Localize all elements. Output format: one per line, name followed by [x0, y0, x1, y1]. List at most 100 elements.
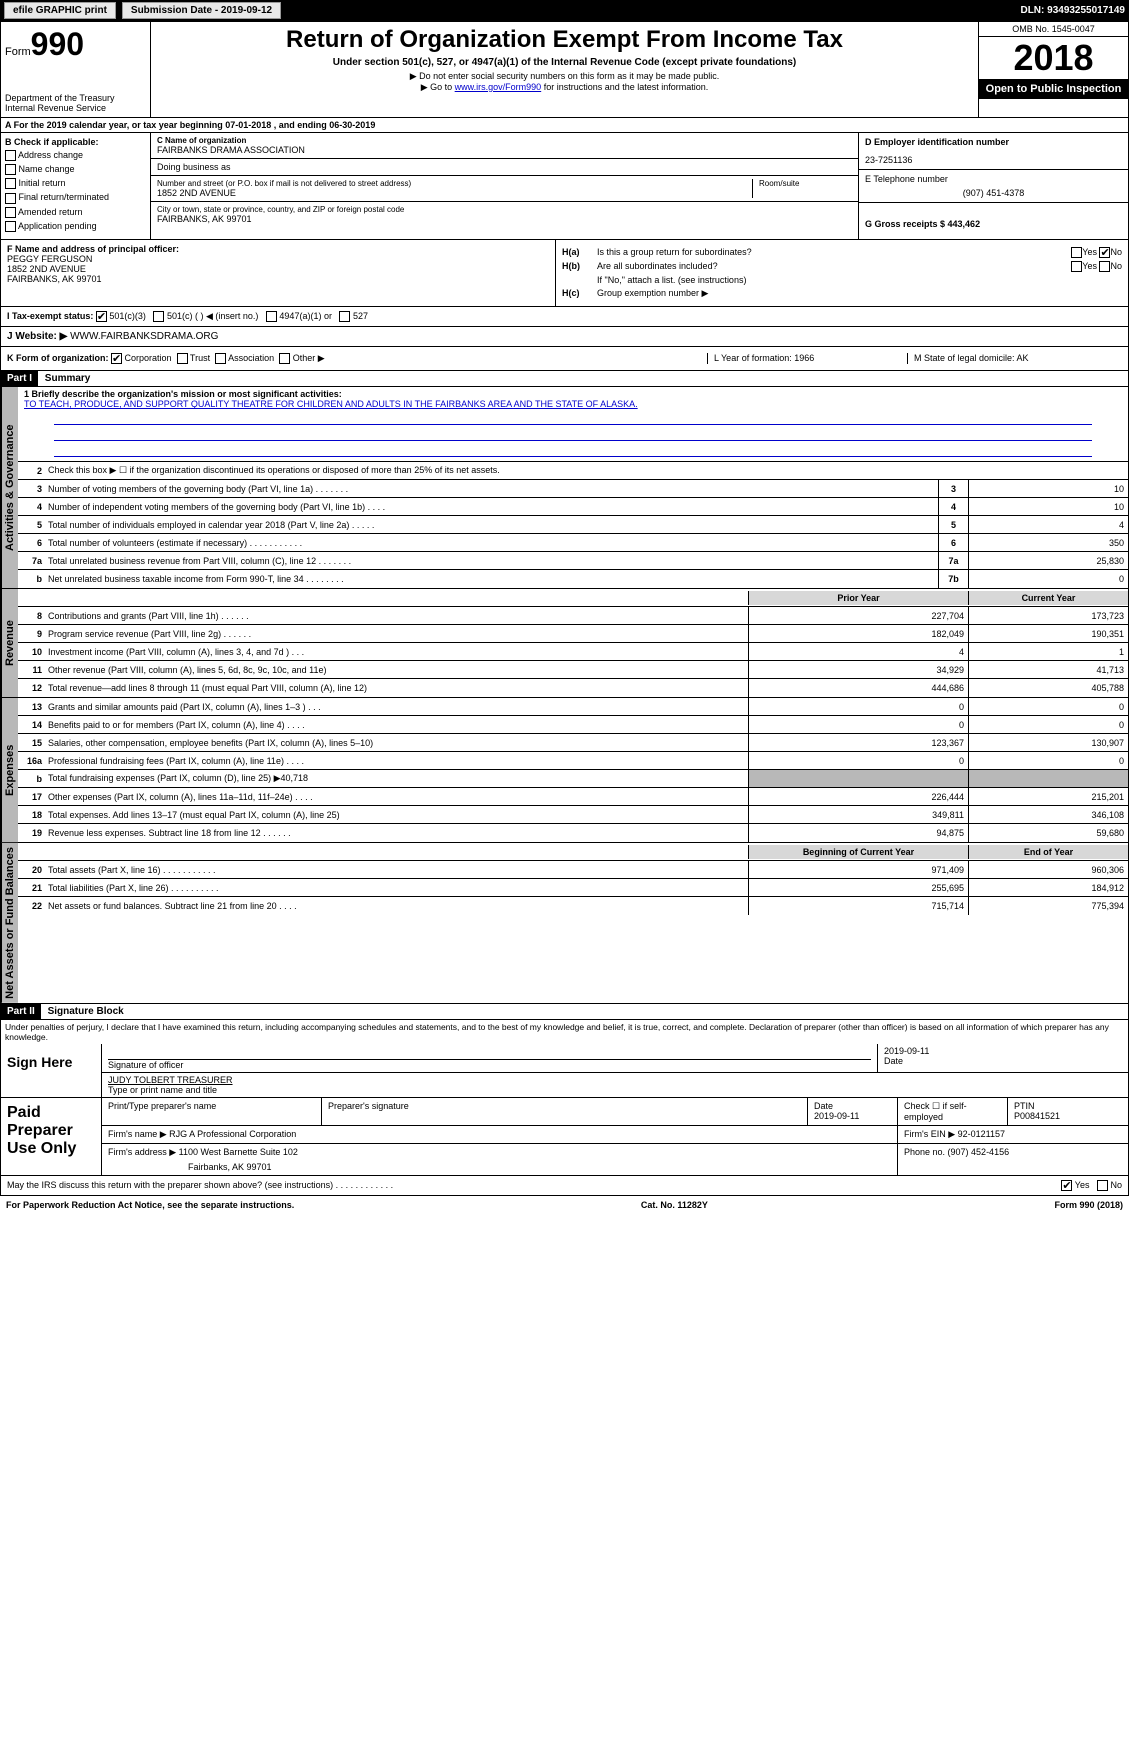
row-text: Total number of volunteers (estimate if … [48, 536, 938, 550]
cat-no: Cat. No. 11282Y [641, 1200, 708, 1210]
chk-4947[interactable] [266, 311, 277, 322]
chk-amended[interactable]: Amended return [5, 207, 146, 218]
prior-val: 182,049 [748, 625, 968, 642]
e-val: (907) 451-4378 [865, 188, 1122, 198]
chk-other[interactable] [279, 353, 290, 364]
chk-trust[interactable] [177, 353, 188, 364]
row-text: Salaries, other compensation, employee b… [48, 736, 748, 750]
part1-net: Net Assets or Fund Balances Beginning of… [0, 843, 1129, 1004]
row-val: 10 [968, 480, 1128, 497]
prior-year-h: Prior Year [748, 591, 968, 605]
form-header: Form990 Department of the Treasury Inter… [0, 21, 1129, 118]
prior-val: 34,929 [748, 661, 968, 678]
row-text: Number of independent voting members of … [48, 500, 938, 514]
chk-corp[interactable] [111, 353, 122, 364]
section-ij: I Tax-exempt status: 501(c)(3) 501(c) ( … [0, 307, 1129, 347]
discuss-text: May the IRS discuss this return with the… [7, 1180, 1061, 1191]
goto-post: for instructions and the latest informat… [541, 82, 708, 92]
hb-note-row: If "No," attach a list. (see instruction… [562, 275, 1122, 285]
curr-year-h: Current Year [968, 591, 1128, 605]
form-footer: Form 990 (2018) [1054, 1200, 1123, 1210]
c-street-label: Number and street (or P.O. box if mail i… [157, 179, 752, 188]
prior-val [748, 770, 968, 787]
c-street-row: Number and street (or P.O. box if mail i… [151, 176, 858, 202]
table-row: 15 Salaries, other compensation, employe… [18, 734, 1128, 752]
firm-city: Fairbanks, AK 99701 [188, 1162, 891, 1172]
chk-label: Initial return [19, 178, 66, 188]
prior-val: 94,875 [748, 824, 968, 842]
prior-val: 444,686 [748, 679, 968, 697]
j-label: J Website: ▶ [7, 331, 67, 342]
table-row: 9 Program service revenue (Part VIII, li… [18, 625, 1128, 643]
paid-grid: Print/Type preparer's name Preparer's si… [101, 1098, 1128, 1175]
part1-header-row: Part I Summary [0, 371, 1129, 387]
discuss-no: No [1110, 1180, 1122, 1190]
chk-final-return[interactable]: Final return/terminated [5, 192, 146, 203]
row-num: 19 [18, 828, 48, 838]
pp-ptin: P00841521 [1014, 1111, 1122, 1121]
part1-exp: Expenses 13 Grants and similar amounts p… [0, 698, 1129, 843]
row-val: 10 [968, 498, 1128, 515]
chk-501c[interactable] [153, 311, 164, 322]
table-row: 16a Professional fundraising fees (Part … [18, 752, 1128, 770]
omb-number: OMB No. 1545-0047 [979, 22, 1128, 37]
chk-address-change[interactable]: Address change [5, 150, 146, 161]
sig-fields: Signature of officer 2019-09-11 Date JUD… [101, 1044, 1128, 1097]
d-label: D Employer identification number [865, 137, 1122, 147]
beg-year-h: Beginning of Current Year [748, 845, 968, 859]
sig-officer-row: Signature of officer 2019-09-11 Date [102, 1044, 1128, 1073]
sig-date-label: Date [884, 1056, 903, 1066]
chk-527[interactable] [339, 311, 350, 322]
row-box: 7b [938, 570, 968, 588]
open-to-public: Open to Public Inspection [979, 79, 1128, 99]
chk-assoc[interactable] [215, 353, 226, 364]
curr-val: 960,306 [968, 861, 1128, 878]
opt-4947: 4947(a)(1) or [279, 311, 332, 321]
prior-val: 255,695 [748, 879, 968, 896]
curr-val: 346,108 [968, 806, 1128, 823]
row-num: 18 [18, 810, 48, 820]
rev-header: Prior Year Current Year [18, 589, 1128, 607]
chk-label: Name change [19, 164, 75, 174]
submission-date: Submission Date - 2019-09-12 [122, 2, 281, 19]
chk-name-change[interactable]: Name change [5, 164, 146, 175]
chk-501c3[interactable] [96, 311, 107, 322]
tab-netassets: Net Assets or Fund Balances [1, 843, 18, 1003]
goto-pre: ▶ Go to [421, 82, 455, 92]
chk-app-pending[interactable]: Application pending [5, 221, 146, 232]
ha-text: Is this a group return for subordinates? [597, 247, 1071, 258]
row-box: 5 [938, 516, 968, 533]
subtitle: Under section 501(c), 527, or 4947(a)(1)… [155, 57, 974, 68]
line1-label: 1 Briefly describe the organization's mi… [24, 389, 1122, 399]
curr-val: 59,680 [968, 824, 1128, 842]
table-row: 21 Total liabilities (Part X, line 26) .… [18, 879, 1128, 897]
top-bar: efile GRAPHIC print Submission Date - 20… [0, 0, 1129, 21]
c-city: FAIRBANKS, AK 99701 [157, 214, 852, 224]
chk-label: Application pending [18, 221, 97, 231]
sig-date-cell: 2019-09-11 Date [878, 1044, 1128, 1072]
row-num: 7a [18, 556, 48, 566]
d-ein-row: D Employer identification number 23-7251… [859, 133, 1128, 170]
c-name-row: C Name of organization FAIRBANKS DRAMA A… [151, 133, 858, 159]
end-year-h: End of Year [968, 845, 1128, 859]
sign-here-label: Sign Here [1, 1044, 101, 1097]
prior-val: 123,367 [748, 734, 968, 751]
row-text: Grants and similar amounts paid (Part IX… [48, 700, 748, 714]
row-num: 4 [18, 502, 48, 512]
curr-val: 41,713 [968, 661, 1128, 678]
irs-link[interactable]: www.irs.gov/Form990 [455, 82, 542, 92]
line2-text: Check this box ▶ ☐ if the organization d… [48, 463, 1128, 478]
sig-name-cell: JUDY TOLBERT TREASURER Type or print nam… [102, 1073, 1128, 1097]
form-id: Form990 [5, 26, 146, 63]
dln: DLN: 93493255017149 [1020, 5, 1125, 16]
table-row: 10 Investment income (Part VIII, column … [18, 643, 1128, 661]
opt-501c3: 501(c)(3) [109, 311, 146, 321]
pp-check: Check ☐ if self-employed [898, 1098, 1008, 1125]
firm-addr-l: Firm's address ▶ [108, 1147, 176, 1157]
row-k: K Form of organization: Corporation Trus… [0, 347, 1129, 371]
firm-ein-cell: Firm's EIN ▶ 92-0121157 [898, 1126, 1128, 1143]
col-b: B Check if applicable: Address change Na… [1, 133, 151, 239]
rev-body: Prior Year Current Year 8 Contributions … [18, 589, 1128, 697]
table-row: 19 Revenue less expenses. Subtract line … [18, 824, 1128, 842]
chk-initial-return[interactable]: Initial return [5, 178, 146, 189]
